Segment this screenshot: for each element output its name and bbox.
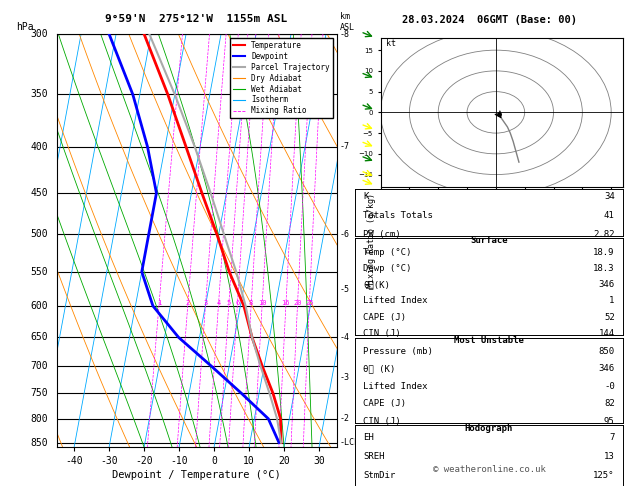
Text: PW (cm): PW (cm) <box>364 230 401 239</box>
Text: CAPE (J): CAPE (J) <box>364 312 406 322</box>
Text: CIN (J): CIN (J) <box>364 329 401 338</box>
Text: K: K <box>364 191 369 201</box>
Text: CIN (J): CIN (J) <box>364 417 401 426</box>
Text: 95: 95 <box>604 417 615 426</box>
Text: 3: 3 <box>203 300 208 306</box>
Text: -LCL: -LCL <box>339 438 359 447</box>
Text: 25: 25 <box>305 300 313 306</box>
Text: 346: 346 <box>599 364 615 373</box>
Text: 800: 800 <box>31 414 48 424</box>
Text: 346: 346 <box>599 280 615 289</box>
Text: kt: kt <box>386 39 396 48</box>
Text: 10: 10 <box>258 300 266 306</box>
Text: Most Unstable: Most Unstable <box>454 336 524 346</box>
Text: Mixing Ratio (g/kg): Mixing Ratio (g/kg) <box>367 193 376 288</box>
Text: EH: EH <box>364 433 374 442</box>
Text: 850: 850 <box>599 347 615 356</box>
Text: -5: -5 <box>339 285 349 294</box>
Legend: Temperature, Dewpoint, Parcel Trajectory, Dry Adiabat, Wet Adiabat, Isotherm, Mi: Temperature, Dewpoint, Parcel Trajectory… <box>230 38 333 119</box>
Text: Temp (°C): Temp (°C) <box>364 248 412 257</box>
Text: 18.3: 18.3 <box>593 264 615 273</box>
Text: 350: 350 <box>31 89 48 100</box>
Text: 20: 20 <box>293 300 302 306</box>
Text: 18.9: 18.9 <box>593 248 615 257</box>
Text: Lifted Index: Lifted Index <box>364 382 428 391</box>
Text: 850: 850 <box>31 437 48 448</box>
Text: 13: 13 <box>604 451 615 461</box>
Text: 41: 41 <box>604 211 615 220</box>
Text: 125°: 125° <box>593 471 615 480</box>
X-axis label: Dewpoint / Temperature (°C): Dewpoint / Temperature (°C) <box>112 470 281 480</box>
Text: Surface: Surface <box>470 236 508 245</box>
Text: 34: 34 <box>604 191 615 201</box>
Text: CAPE (J): CAPE (J) <box>364 399 406 408</box>
Text: 82: 82 <box>604 399 615 408</box>
Text: 1: 1 <box>610 296 615 305</box>
Text: 700: 700 <box>31 362 48 371</box>
Text: -7: -7 <box>339 142 349 151</box>
Text: 300: 300 <box>31 29 48 39</box>
Text: Hodograph: Hodograph <box>465 424 513 433</box>
Text: Lifted Index: Lifted Index <box>364 296 428 305</box>
Text: Pressure (mb): Pressure (mb) <box>364 347 433 356</box>
Text: -6: -6 <box>339 230 349 239</box>
Text: © weatheronline.co.uk: © weatheronline.co.uk <box>433 465 545 474</box>
Text: 4: 4 <box>216 300 221 306</box>
Text: Dewp (°C): Dewp (°C) <box>364 264 412 273</box>
Text: θᴇ(K): θᴇ(K) <box>364 280 390 289</box>
Text: 500: 500 <box>31 229 48 240</box>
Text: 144: 144 <box>599 329 615 338</box>
Text: 8: 8 <box>249 300 253 306</box>
Text: 28.03.2024  06GMT (Base: 00): 28.03.2024 06GMT (Base: 00) <box>401 15 577 25</box>
Text: 52: 52 <box>604 312 615 322</box>
Text: 6: 6 <box>235 300 240 306</box>
Text: -8: -8 <box>339 30 349 38</box>
Text: StmDir: StmDir <box>364 471 396 480</box>
Text: 550: 550 <box>31 267 48 277</box>
Text: -4: -4 <box>339 333 349 342</box>
Text: km
ASL: km ASL <box>340 12 355 32</box>
Text: 450: 450 <box>31 188 48 198</box>
Text: 2.82: 2.82 <box>593 230 615 239</box>
Text: 7: 7 <box>610 433 615 442</box>
Text: 400: 400 <box>31 142 48 152</box>
Text: 1: 1 <box>157 300 161 306</box>
Text: 5: 5 <box>226 300 231 306</box>
Text: θᴇ (K): θᴇ (K) <box>364 364 396 373</box>
Text: 2: 2 <box>186 300 190 306</box>
Text: -2: -2 <box>339 414 349 423</box>
Text: 750: 750 <box>31 388 48 399</box>
Text: hPa: hPa <box>16 21 33 32</box>
Text: SREH: SREH <box>364 451 385 461</box>
Text: Totals Totals: Totals Totals <box>364 211 433 220</box>
Text: 16: 16 <box>282 300 290 306</box>
Text: 600: 600 <box>31 301 48 311</box>
Text: 9°59'N  275°12'W  1155m ASL: 9°59'N 275°12'W 1155m ASL <box>106 14 287 24</box>
Text: -0: -0 <box>604 382 615 391</box>
Text: 650: 650 <box>31 332 48 342</box>
Text: -3: -3 <box>339 373 349 382</box>
